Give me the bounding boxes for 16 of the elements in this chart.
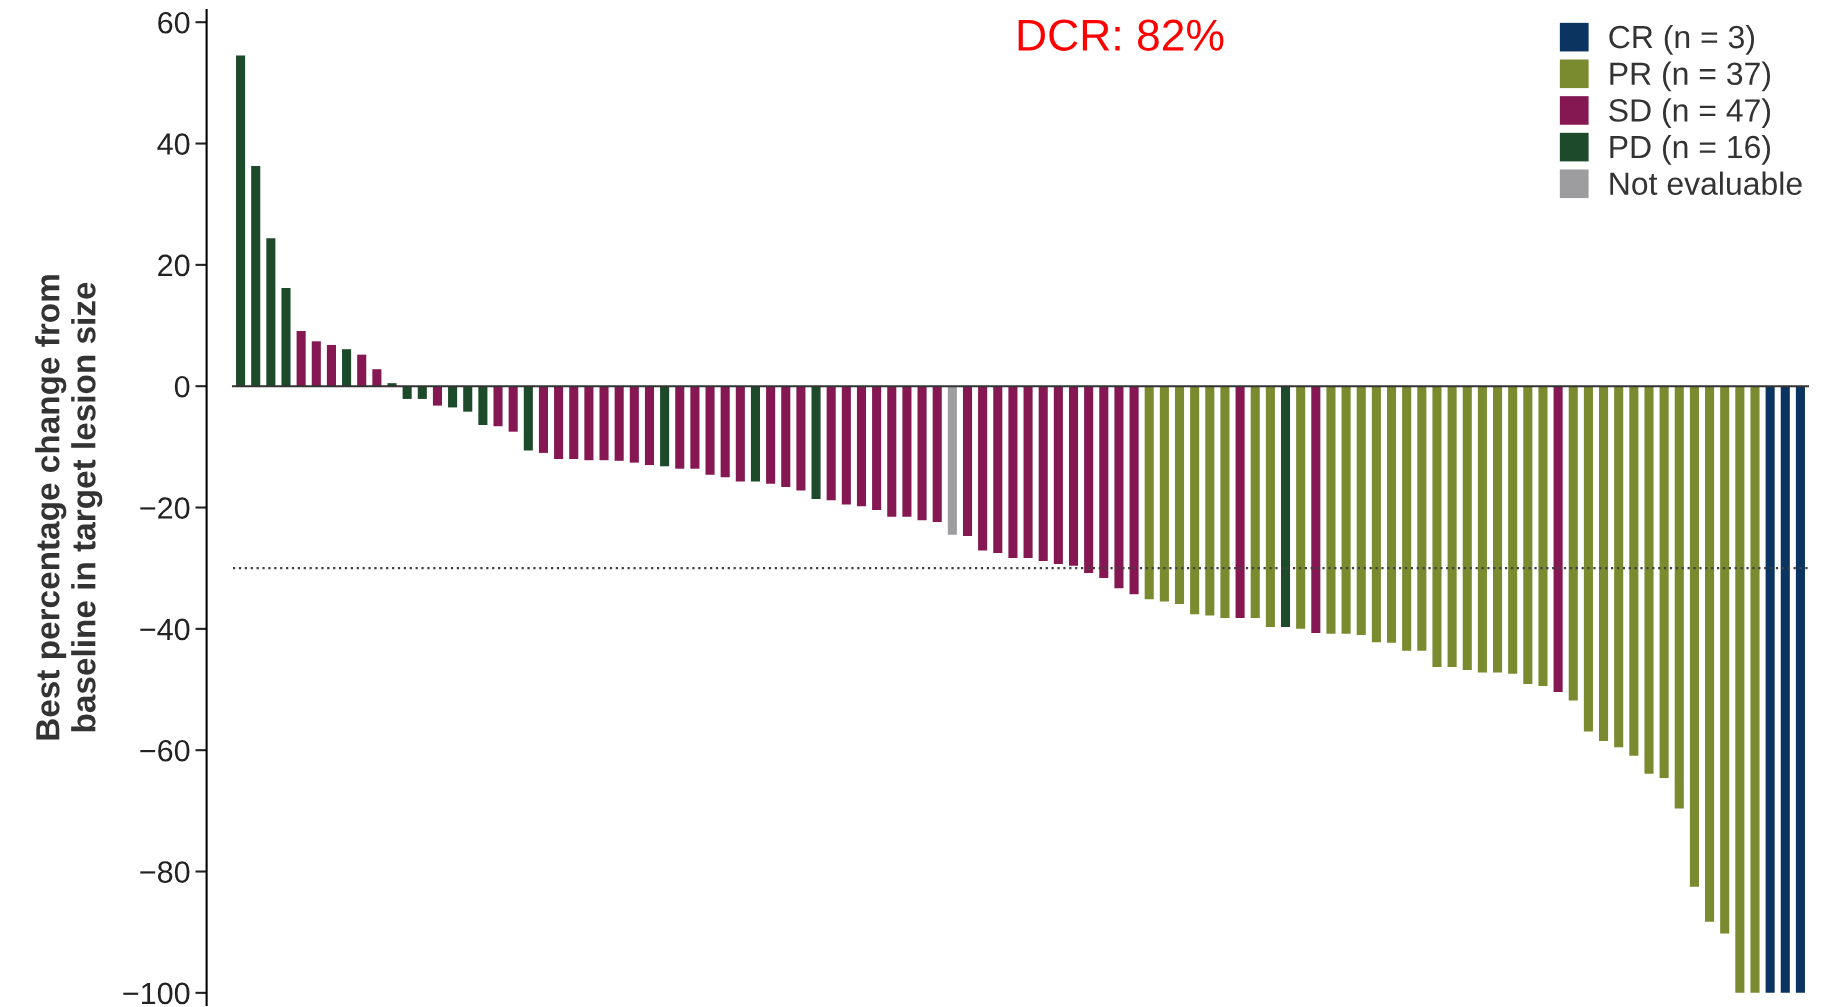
legend-label: CR (n = 3) [1609, 24, 1755, 55]
legend-label: Not evaluable [1610, 171, 1802, 196]
legend-label: SD (n = 47) [1609, 98, 1771, 129]
y-tick-label: 20 [158, 254, 190, 277]
y-tick-label: 40 [157, 133, 190, 155]
legend-label: PD (n = 16) [1610, 134, 1771, 165]
y-tick-label: −100 [123, 982, 190, 1005]
y-tick-label: −80 [140, 861, 190, 883]
legend-label: PR (n = 37) [1610, 61, 1771, 92]
y-axis-title: Best percentage change from baseline in target lesion size [35, 275, 103, 740]
y-tick-label: 60 [158, 11, 190, 34]
annotation: DCR: 82% [1018, 19, 1224, 51]
y-tick-label: 0 [174, 375, 190, 398]
y-tick-label: −60 [140, 739, 190, 762]
y-tick-label: −40 [140, 618, 190, 641]
y-tick-label: −20 [140, 497, 190, 519]
